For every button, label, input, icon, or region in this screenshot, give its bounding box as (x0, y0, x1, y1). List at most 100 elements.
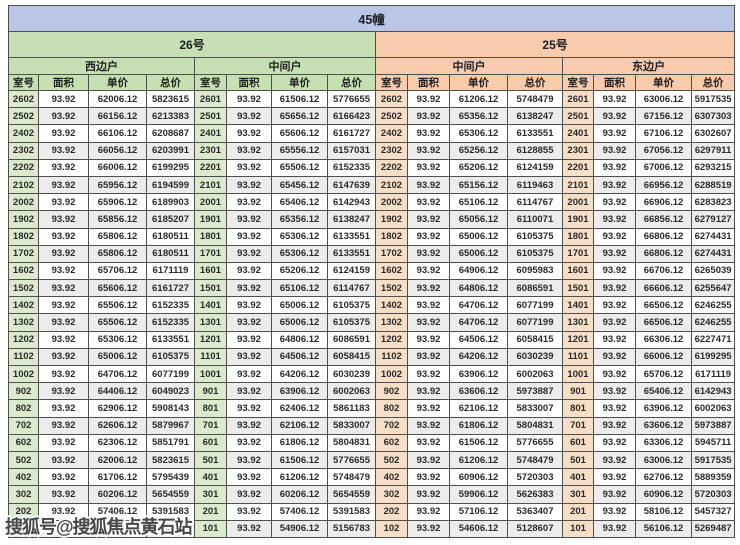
room-cell: 1502 (8, 279, 39, 298)
building-title: 45幢 (7, 5, 736, 32)
room-cell: 2501 (194, 107, 227, 126)
area-cell: 93.92 (593, 175, 636, 195)
table-row: 602 93.92 62306.12 5851791 601 93.92 61806.12 5… (8, 433, 736, 452)
total-cell: 5833007 (327, 416, 376, 435)
area-cell: 93.92 (593, 519, 636, 538)
area-cell: 93.92 (226, 261, 272, 281)
price-cell: 62706.12 (635, 468, 692, 487)
total-cell: 6002063 (327, 382, 376, 401)
price-cell: 65856.12 (88, 210, 147, 229)
total-cell: 6203991 (146, 141, 195, 160)
table-row: 2502 93.92 66156.12 6213383 2501 93.92 65656.1… (8, 107, 736, 126)
total-cell: 6147639 (327, 175, 376, 195)
area-cell: 93.92 (226, 364, 272, 384)
unit-type-east: 东边户 (561, 57, 736, 75)
total-cell: 6246255 (690, 296, 736, 315)
area-cell: 93.92 (593, 89, 636, 109)
area-cell: 93.92 (38, 261, 89, 281)
price-cell: 61206.12 (271, 468, 328, 487)
area-cell: 93.92 (593, 227, 636, 246)
price-cell: 66856.12 (635, 210, 692, 229)
total-cell: 6288519 (690, 175, 736, 195)
section-building-25: 25号 (374, 31, 736, 58)
price-cell: 57406.12 (88, 502, 147, 521)
price-cell: 59906.12 (449, 485, 508, 504)
price-cell: 61706.12 (88, 468, 147, 487)
room-cell: 1102 (375, 347, 408, 367)
area-cell: 93.92 (38, 141, 89, 160)
room-cell: 1902 (8, 210, 39, 229)
total-cell: 6077199 (146, 364, 195, 384)
room-cell: 1202 (375, 330, 408, 349)
price-cell: 65206.12 (449, 158, 508, 177)
area-cell: 93.92 (407, 175, 450, 195)
room-cell: 601 (194, 433, 227, 452)
price-cell: 65906.12 (88, 193, 147, 212)
table-row: 202 93.92 57406.12 5391583 201 93.92 57406.12 5… (8, 502, 736, 521)
total-cell: 5945711 (690, 433, 736, 452)
room-cell: 1001 (562, 364, 594, 384)
area-cell: 93.92 (226, 175, 272, 195)
room-cell: 1801 (194, 227, 227, 246)
room-cell: 2301 (194, 141, 227, 160)
total-cell: 6124159 (507, 158, 563, 177)
table-row: 2602 93.92 62006.12 5823615 2601 93.92 61506.1… (8, 89, 736, 109)
total-cell: 5654559 (327, 485, 376, 504)
price-cell: 63606.12 (635, 416, 692, 435)
price-cell: 67006.12 (635, 158, 692, 177)
price-cell: 66506.12 (635, 296, 692, 315)
total-cell: 6077199 (507, 296, 563, 315)
room-cell: 602 (8, 433, 39, 452)
room-cell: 2502 (8, 107, 39, 126)
table-body: 2602 93.92 62006.12 5823615 2601 93.92 61506.1… (8, 89, 736, 538)
price-cell: 64806.12 (449, 279, 508, 298)
area-cell: 93.92 (407, 261, 450, 281)
room-cell: 2602 (8, 89, 39, 109)
total-cell: 5748479 (327, 468, 376, 487)
total-cell: 5973887 (507, 382, 563, 401)
price-cell: 61806.12 (449, 416, 508, 435)
area-cell: 93.92 (407, 124, 450, 143)
area-cell: 93.92 (226, 124, 272, 143)
room-cell: 2101 (562, 175, 594, 195)
total-cell: 5917535 (690, 450, 736, 470)
price-cell: 62406.12 (271, 399, 328, 418)
area-cell: 93.92 (593, 330, 636, 349)
area-cell: 93.92 (38, 347, 89, 367)
area-cell: 93.92 (38, 279, 89, 298)
price-cell: 67106.12 (635, 124, 692, 143)
price-cell: 66306.12 (635, 330, 692, 349)
table-row: 1202 93.92 65306.12 6133551 1201 93.92 64806.1… (8, 330, 736, 349)
total-cell: 6157031 (327, 141, 376, 160)
room-cell: 101 (562, 519, 594, 538)
price-cell: 66156.12 (88, 107, 147, 126)
price-cell: 66506.12 (635, 313, 692, 332)
area-cell: 93.92 (226, 450, 272, 470)
area-cell: 93.92 (226, 433, 272, 452)
table-row: 2302 93.92 66056.12 6203991 2301 93.92 65556.1… (8, 141, 736, 160)
area-cell: 93.92 (38, 519, 89, 538)
total-cell: 5391583 (146, 502, 195, 521)
total-cell: 5363407 (507, 502, 563, 521)
total-cell: 5851791 (146, 433, 195, 452)
room-cell: 802 (8, 399, 39, 418)
total-cell: 6105375 (327, 296, 376, 315)
table-row: 1302 93.92 65506.12 6152335 1301 93.92 65006.1… (8, 313, 736, 332)
price-cell: 54606.12 (449, 519, 508, 538)
room-cell: 402 (8, 468, 39, 487)
room-cell: 1501 (194, 279, 227, 298)
area-cell: 93.92 (407, 364, 450, 384)
area-cell: 93.92 (593, 399, 636, 418)
room-cell: 2002 (375, 193, 408, 212)
area-cell: 93.92 (38, 296, 89, 315)
area-cell: 93.92 (407, 382, 450, 401)
total-cell: 6133551 (327, 227, 376, 246)
total-cell: 6199295 (690, 347, 736, 367)
price-cell: 66806.12 (635, 244, 692, 263)
total-cell: 5654559 (146, 485, 195, 504)
room-cell: 801 (562, 399, 594, 418)
price-cell: 58106.12 (635, 502, 692, 521)
price-cell: 66006.12 (635, 347, 692, 367)
area-cell: 93.92 (38, 124, 89, 143)
price-cell: 63606.12 (449, 382, 508, 401)
